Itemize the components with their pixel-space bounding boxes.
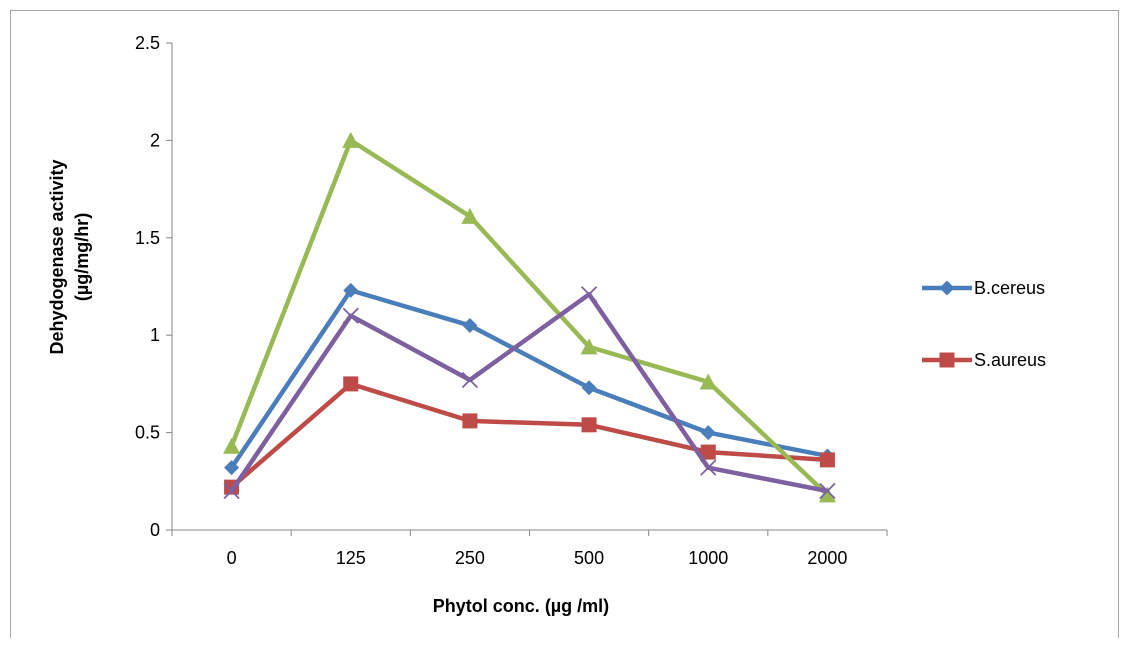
axes-group: 0 0.5 1 1.5 2 2.5 0 125 250 500 1000 2000 <box>135 33 888 568</box>
data-point-series-4 <box>819 482 836 500</box>
data-point-series-3 <box>580 338 598 355</box>
data-point-b-cereus <box>343 282 359 298</box>
x-tick-label: 1000 <box>688 548 728 568</box>
chart-frame: 0 0.5 1 1.5 2 2.5 0 125 250 500 1000 2000 B.cereus S… <box>10 10 1119 638</box>
x-marker-stroke <box>223 482 240 500</box>
legend-label-b-cereus: B.cereus <box>974 278 1045 298</box>
x-tick-label: 125 <box>336 548 366 568</box>
data-point-s-aureus <box>462 413 478 429</box>
y-axis-title-line1: Dehydogenase activity <box>47 159 67 354</box>
series-layer <box>223 131 836 503</box>
line-chart: 0 0.5 1 1.5 2 2.5 0 125 250 500 1000 2000 B.cereus S… <box>10 10 1119 638</box>
x-marker-stroke <box>819 482 836 500</box>
x-tick-label: 2000 <box>807 548 847 568</box>
y-tick-label: 1.5 <box>135 228 160 248</box>
x-tick-label: 250 <box>455 548 485 568</box>
x-axis-title: Phytol conc. (µg /ml) <box>433 596 609 616</box>
x-tick-label: 0 <box>227 548 237 568</box>
data-point-s-aureus <box>343 376 359 392</box>
x-marker-stroke <box>461 371 479 389</box>
data-point-b-cereus <box>224 460 240 476</box>
x-marker-stroke <box>700 459 717 476</box>
data-point-series-3 <box>699 373 717 390</box>
data-point-series-4 <box>461 371 479 389</box>
x-marker-stroke <box>342 307 359 324</box>
series-s-aureus <box>224 376 835 495</box>
data-point-series-4 <box>223 482 240 500</box>
series-line-s-aureus <box>230 381 828 489</box>
legend-item-b-cereus: B.cereus <box>922 278 1045 298</box>
data-point-series-3 <box>342 131 360 148</box>
series-line-b-cereus <box>229 288 828 469</box>
data-point-series-4 <box>700 459 717 476</box>
y-axis-title-line2: (µg/mg/hr) <box>72 213 92 301</box>
data-point-series-4 <box>580 286 598 303</box>
data-point-b-cereus <box>462 317 478 333</box>
data-point-s-aureus <box>700 444 716 460</box>
series-line-series-4 <box>229 292 828 494</box>
series-b-cereus <box>224 282 835 476</box>
data-point-series-4 <box>342 307 359 324</box>
data-point-series-3 <box>818 486 836 503</box>
legend-marker-s-aureus <box>939 352 955 368</box>
legend: B.cereus S.aureus <box>922 278 1046 370</box>
data-point-series-3 <box>461 207 479 224</box>
series-line-series-3 <box>229 138 829 497</box>
y-tick-label: 1 <box>150 325 160 345</box>
legend-marker-b-cereus <box>939 280 955 296</box>
x-marker-stroke <box>580 286 598 303</box>
legend-item-s-aureus: S.aureus <box>922 350 1046 370</box>
y-tick-label: 0 <box>150 520 160 540</box>
data-point-s-aureus <box>819 452 835 468</box>
y-tick-label: 0.5 <box>135 423 160 443</box>
data-point-s-aureus <box>581 417 597 433</box>
data-point-b-cereus <box>581 380 597 396</box>
data-point-series-3 <box>223 437 241 454</box>
series-series-3 <box>223 131 836 503</box>
data-point-b-cereus <box>700 425 716 441</box>
x-tick-label: 500 <box>574 548 604 568</box>
y-tick-label: 2 <box>150 130 160 150</box>
series-series-4 <box>223 286 836 500</box>
y-axis-title: Dehydogenase activity (µg/mg/hr) <box>47 159 92 354</box>
y-tick-label: 2.5 <box>135 33 160 53</box>
legend-label-s-aureus: S.aureus <box>974 350 1046 370</box>
